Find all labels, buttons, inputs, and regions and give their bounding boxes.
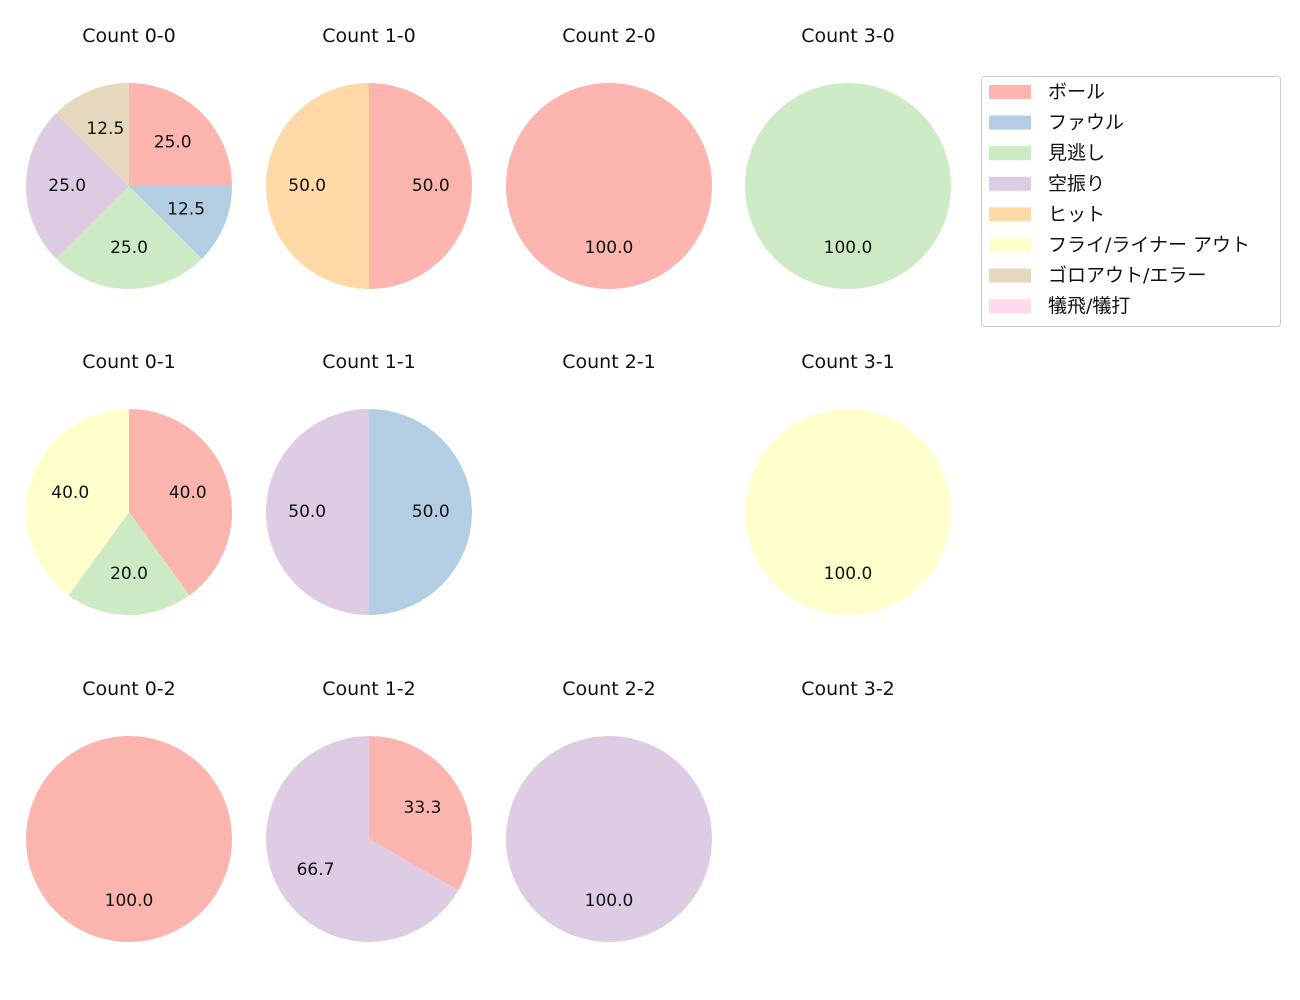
pie-slice xyxy=(369,409,472,615)
pie-6: Count 1-1 50.0 50.0 xyxy=(266,351,472,615)
legend-label: 犠飛/犠打 xyxy=(1048,295,1130,317)
pie-slice xyxy=(56,186,202,289)
slice-label: 12.5 xyxy=(167,200,205,220)
slice-label: 100.0 xyxy=(105,891,154,911)
legend-swatch xyxy=(989,85,1031,99)
slice-label: 25.0 xyxy=(154,132,192,152)
slice-label: 100.0 xyxy=(585,238,634,258)
pie-12: Count 3-2 xyxy=(801,678,895,700)
pie-8: Count 3-1 100.0 xyxy=(745,351,951,615)
pie-slice xyxy=(26,409,129,596)
slice-label: 25.0 xyxy=(48,176,86,196)
legend-item: フライ/ライナー アウト xyxy=(989,234,1250,256)
pie-title: Count 2-0 xyxy=(562,25,656,47)
pie-slice xyxy=(129,409,232,596)
legend-swatch xyxy=(989,146,1031,161)
pie-slice xyxy=(26,736,232,942)
legend-item: ボール xyxy=(989,81,1105,103)
legend-swatch xyxy=(989,176,1031,191)
slice-label: 66.7 xyxy=(297,860,335,880)
pie-7: Count 2-1 xyxy=(562,351,656,373)
legend-item: 見逃し xyxy=(989,142,1105,164)
pie-slice xyxy=(745,409,951,615)
slice-label: 50.0 xyxy=(288,176,326,196)
pie-slice xyxy=(26,113,130,259)
legend-item: ヒット xyxy=(989,203,1105,225)
pie-slice xyxy=(506,83,712,289)
pie-11: Count 2-2 100.0 xyxy=(506,678,712,942)
legend-swatch xyxy=(989,299,1031,314)
pie-title: Count 3-2 xyxy=(801,678,895,700)
slice-label: 50.0 xyxy=(412,176,450,196)
pie-3: Count 2-0 100.0 xyxy=(506,25,712,289)
slice-label: 33.3 xyxy=(404,798,442,818)
pie-slice xyxy=(745,83,951,289)
legend-label: ヒット xyxy=(1048,203,1105,225)
pie-title: Count 3-1 xyxy=(801,351,895,373)
pies-layer: Count 0-0 25.0 12.5 25.0 25.0 12.5 Count 1-0 50… xyxy=(26,25,951,943)
pie-title: Count 1-0 xyxy=(322,25,416,47)
pie-slice xyxy=(266,409,369,615)
slice-label: 100.0 xyxy=(824,238,873,258)
legend-swatch xyxy=(989,115,1031,130)
pie-slice xyxy=(369,83,472,289)
slice-label: 100.0 xyxy=(824,564,873,584)
pie-slice xyxy=(266,736,459,943)
pie-slice xyxy=(56,83,130,186)
legend-item: ゴロアウト/エラー xyxy=(989,265,1206,287)
pie-2: Count 1-0 50.0 50.0 xyxy=(266,25,472,289)
legend-swatch xyxy=(989,268,1031,283)
pie-slice xyxy=(68,512,190,615)
pie-1: Count 0-0 25.0 12.5 25.0 25.0 12.5 xyxy=(26,25,232,289)
pie-4: Count 3-0 100.0 xyxy=(745,25,951,289)
pie-slice xyxy=(369,736,472,891)
legend-label: ファウル xyxy=(1048,112,1124,134)
legend-frame xyxy=(981,76,1281,327)
pie-slice xyxy=(506,736,712,942)
pie-title: Count 0-2 xyxy=(82,678,176,700)
slice-label: 50.0 xyxy=(288,502,326,522)
legend-swatch xyxy=(989,207,1031,222)
pie-title: Count 1-2 xyxy=(322,678,416,700)
pie-slice xyxy=(129,83,232,186)
legend-label: 見逃し xyxy=(1048,142,1105,164)
slice-label: 100.0 xyxy=(585,891,634,911)
pie-title: Count 0-1 xyxy=(82,351,176,373)
legend-item: 犠飛/犠打 xyxy=(989,295,1130,317)
pie-10: Count 1-2 33.3 66.7 xyxy=(266,678,472,943)
legend-item: ファウル xyxy=(989,112,1124,134)
pie-title: Count 2-2 xyxy=(562,678,656,700)
pie-title: Count 1-1 xyxy=(322,351,416,373)
pie-title: Count 3-0 xyxy=(801,25,895,47)
legend-swatch xyxy=(989,238,1031,252)
legend-label: ゴロアウト/エラー xyxy=(1048,265,1206,287)
slice-label: 40.0 xyxy=(51,483,89,503)
slice-label: 12.5 xyxy=(86,119,124,139)
pie-title: Count 0-0 xyxy=(82,25,176,47)
legend-item: 空振り xyxy=(989,173,1105,195)
slice-label: 40.0 xyxy=(169,483,207,503)
pie-9: Count 0-2 100.0 xyxy=(26,678,232,942)
slice-label: 20.0 xyxy=(110,564,148,584)
legend-label: ボール xyxy=(1048,81,1105,103)
legend-label: 空振り xyxy=(1048,173,1105,195)
legend-label: フライ/ライナー アウト xyxy=(1048,234,1250,256)
pie-title: Count 2-1 xyxy=(562,351,656,373)
pie-slice xyxy=(266,83,369,289)
pie-5: Count 0-1 40.0 20.0 40.0 xyxy=(26,351,232,615)
slice-label: 25.0 xyxy=(110,238,148,258)
slice-label: 50.0 xyxy=(412,502,450,522)
pie-slice xyxy=(129,186,232,259)
